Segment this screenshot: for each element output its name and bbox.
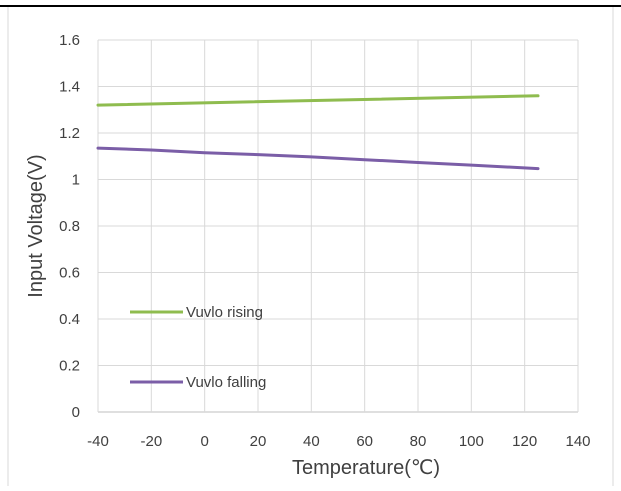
x-tick-label: -20 — [140, 433, 162, 450]
x-tick-label: 60 — [356, 433, 373, 450]
top-border — [0, 5, 621, 7]
gridlines — [97, 39, 579, 413]
x-tick-label: 80 — [410, 433, 427, 450]
series-lines — [96, 94, 540, 171]
y-tick-label: 0.2 — [59, 358, 80, 375]
x-axis-ticks: -40 -20 0 20 40 60 80 100 120 140 — [87, 433, 590, 450]
x-tick-label: 20 — [250, 433, 267, 450]
x-tick-label: 40 — [303, 433, 320, 450]
series-line-0 — [96, 94, 540, 107]
x-axis-title: Temperature(℃) — [292, 457, 440, 479]
y-tick-label: 0.6 — [59, 265, 80, 282]
legend: Vuvlo rising Vuvlo falling — [130, 304, 266, 391]
y-tick-label: 1.6 — [59, 32, 80, 49]
y-tick-label: 1 — [72, 172, 80, 189]
y-tick-label: 1.4 — [59, 79, 80, 96]
x-tick-label: 100 — [459, 433, 484, 450]
x-tick-label: 120 — [512, 433, 537, 450]
legend-label: Vuvlo falling — [186, 374, 266, 391]
legend-label: Vuvlo rising — [186, 304, 263, 321]
y-tick-label: 1.2 — [59, 125, 80, 142]
y-tick-label: 0.8 — [59, 218, 80, 235]
y-tick-label: 0 — [72, 404, 80, 421]
y-axis-ticks: 0 0.2 0.4 0.6 0.8 1 1.2 1.4 1.6 — [59, 32, 80, 421]
y-tick-label: 0.4 — [59, 311, 80, 328]
y-axis-title: Input Voltage(V) — [25, 154, 47, 297]
series-line-1 — [96, 146, 540, 171]
x-tick-label: 140 — [565, 433, 590, 450]
x-tick-label: -40 — [87, 433, 109, 450]
x-tick-label: 0 — [200, 433, 208, 450]
